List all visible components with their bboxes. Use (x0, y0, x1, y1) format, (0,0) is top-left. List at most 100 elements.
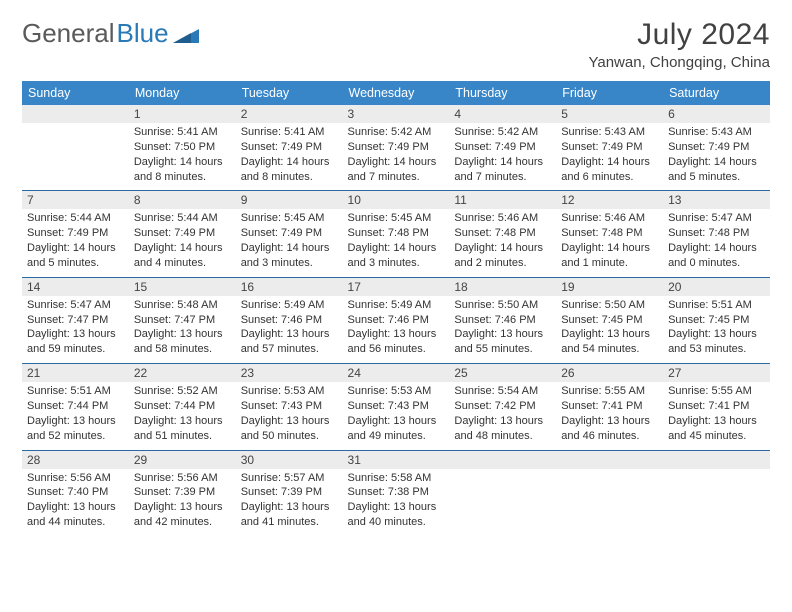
location-text: Yanwan, Chongqing, China (588, 54, 770, 71)
day-number (22, 105, 129, 123)
sunset-text: Sunset: 7:39 PM (241, 485, 338, 500)
day-info: Sunrise: 5:56 AMSunset: 7:40 PMDaylight:… (22, 469, 129, 536)
sunset-text: Sunset: 7:50 PM (134, 140, 231, 155)
day-info: Sunrise: 5:45 AMSunset: 7:48 PMDaylight:… (343, 209, 450, 276)
calendar-cell: 2Sunrise: 5:41 AMSunset: 7:49 PMDaylight… (236, 105, 343, 190)
sunrise-text: Sunrise: 5:47 AM (668, 211, 765, 226)
day-info: Sunrise: 5:50 AMSunset: 7:46 PMDaylight:… (449, 296, 556, 363)
weekday-header: Thursday (449, 81, 556, 105)
sunrise-text: Sunrise: 5:46 AM (454, 211, 551, 226)
sunrise-text: Sunrise: 5:41 AM (241, 125, 338, 140)
daylight-text: Daylight: 13 hours and 59 minutes. (27, 327, 124, 357)
daylight-text: Daylight: 13 hours and 42 minutes. (134, 500, 231, 530)
sunset-text: Sunset: 7:42 PM (454, 399, 551, 414)
day-info: Sunrise: 5:41 AMSunset: 7:49 PMDaylight:… (236, 123, 343, 190)
daylight-text: Daylight: 14 hours and 5 minutes. (27, 241, 124, 271)
sunrise-text: Sunrise: 5:55 AM (561, 384, 658, 399)
daylight-text: Daylight: 14 hours and 3 minutes. (348, 241, 445, 271)
daylight-text: Daylight: 13 hours and 40 minutes. (348, 500, 445, 530)
sunrise-text: Sunrise: 5:47 AM (27, 298, 124, 313)
day-number: 12 (556, 190, 663, 209)
sunset-text: Sunset: 7:49 PM (241, 140, 338, 155)
sunrise-text: Sunrise: 5:45 AM (348, 211, 445, 226)
weekday-header: Monday (129, 81, 236, 105)
sunrise-text: Sunrise: 5:54 AM (454, 384, 551, 399)
calendar-cell: 28Sunrise: 5:56 AMSunset: 7:40 PMDayligh… (22, 450, 129, 536)
calendar-week-row: 28Sunrise: 5:56 AMSunset: 7:40 PMDayligh… (22, 450, 770, 536)
empty-cell (663, 469, 770, 522)
calendar-week-row: 1Sunrise: 5:41 AMSunset: 7:50 PMDaylight… (22, 105, 770, 190)
sunset-text: Sunset: 7:49 PM (561, 140, 658, 155)
day-number: 21 (22, 363, 129, 382)
day-info: Sunrise: 5:53 AMSunset: 7:43 PMDaylight:… (236, 382, 343, 449)
sunrise-text: Sunrise: 5:51 AM (668, 298, 765, 313)
day-number: 1 (129, 105, 236, 123)
daylight-text: Daylight: 14 hours and 7 minutes. (348, 155, 445, 185)
calendar-cell: 9Sunrise: 5:45 AMSunset: 7:49 PMDaylight… (236, 190, 343, 276)
sunset-text: Sunset: 7:46 PM (241, 313, 338, 328)
sunset-text: Sunset: 7:47 PM (27, 313, 124, 328)
day-info: Sunrise: 5:57 AMSunset: 7:39 PMDaylight:… (236, 469, 343, 536)
sunrise-text: Sunrise: 5:45 AM (241, 211, 338, 226)
calendar-week-row: 21Sunrise: 5:51 AMSunset: 7:44 PMDayligh… (22, 363, 770, 449)
calendar-cell: 29Sunrise: 5:56 AMSunset: 7:39 PMDayligh… (129, 450, 236, 536)
day-info: Sunrise: 5:55 AMSunset: 7:41 PMDaylight:… (663, 382, 770, 449)
day-info: Sunrise: 5:42 AMSunset: 7:49 PMDaylight:… (449, 123, 556, 190)
day-number: 27 (663, 363, 770, 382)
day-info: Sunrise: 5:51 AMSunset: 7:44 PMDaylight:… (22, 382, 129, 449)
daylight-text: Daylight: 13 hours and 46 minutes. (561, 414, 658, 444)
sunset-text: Sunset: 7:48 PM (348, 226, 445, 241)
day-number: 17 (343, 277, 450, 296)
sunset-text: Sunset: 7:48 PM (561, 226, 658, 241)
sunrise-text: Sunrise: 5:55 AM (668, 384, 765, 399)
daylight-text: Daylight: 13 hours and 57 minutes. (241, 327, 338, 357)
daylight-text: Daylight: 13 hours and 51 minutes. (134, 414, 231, 444)
day-info: Sunrise: 5:47 AMSunset: 7:48 PMDaylight:… (663, 209, 770, 276)
daylight-text: Daylight: 13 hours and 53 minutes. (668, 327, 765, 357)
sunset-text: Sunset: 7:48 PM (454, 226, 551, 241)
day-number (663, 450, 770, 469)
weekday-header: Sunday (22, 81, 129, 105)
sunrise-text: Sunrise: 5:52 AM (134, 384, 231, 399)
sunset-text: Sunset: 7:40 PM (27, 485, 124, 500)
day-number: 14 (22, 277, 129, 296)
sunrise-text: Sunrise: 5:44 AM (134, 211, 231, 226)
day-info: Sunrise: 5:48 AMSunset: 7:47 PMDaylight:… (129, 296, 236, 363)
sunset-text: Sunset: 7:41 PM (561, 399, 658, 414)
day-number: 28 (22, 450, 129, 469)
daylight-text: Daylight: 13 hours and 56 minutes. (348, 327, 445, 357)
sunset-text: Sunset: 7:48 PM (668, 226, 765, 241)
day-number: 5 (556, 105, 663, 123)
day-number: 16 (236, 277, 343, 296)
calendar-cell: 14Sunrise: 5:47 AMSunset: 7:47 PMDayligh… (22, 277, 129, 363)
day-info: Sunrise: 5:47 AMSunset: 7:47 PMDaylight:… (22, 296, 129, 363)
calendar-cell: 6Sunrise: 5:43 AMSunset: 7:49 PMDaylight… (663, 105, 770, 190)
title-block: July 2024 Yanwan, Chongqing, China (588, 18, 770, 71)
calendar-cell (556, 450, 663, 536)
day-number: 7 (22, 190, 129, 209)
calendar-cell: 19Sunrise: 5:50 AMSunset: 7:45 PMDayligh… (556, 277, 663, 363)
day-number: 11 (449, 190, 556, 209)
day-info: Sunrise: 5:56 AMSunset: 7:39 PMDaylight:… (129, 469, 236, 536)
day-info: Sunrise: 5:45 AMSunset: 7:49 PMDaylight:… (236, 209, 343, 276)
sunrise-text: Sunrise: 5:44 AM (27, 211, 124, 226)
day-info: Sunrise: 5:50 AMSunset: 7:45 PMDaylight:… (556, 296, 663, 363)
sunrise-text: Sunrise: 5:57 AM (241, 471, 338, 486)
sunset-text: Sunset: 7:41 PM (668, 399, 765, 414)
daylight-text: Daylight: 13 hours and 50 minutes. (241, 414, 338, 444)
day-number: 19 (556, 277, 663, 296)
sunset-text: Sunset: 7:45 PM (561, 313, 658, 328)
brand-part2: Blue (117, 18, 169, 49)
calendar-header-row: Sunday Monday Tuesday Wednesday Thursday… (22, 81, 770, 105)
sunset-text: Sunset: 7:49 PM (134, 226, 231, 241)
calendar-cell: 12Sunrise: 5:46 AMSunset: 7:48 PMDayligh… (556, 190, 663, 276)
sunset-text: Sunset: 7:49 PM (348, 140, 445, 155)
calendar-cell: 25Sunrise: 5:54 AMSunset: 7:42 PMDayligh… (449, 363, 556, 449)
sunset-text: Sunset: 7:38 PM (348, 485, 445, 500)
daylight-text: Daylight: 13 hours and 41 minutes. (241, 500, 338, 530)
sunset-text: Sunset: 7:45 PM (668, 313, 765, 328)
sunrise-text: Sunrise: 5:41 AM (134, 125, 231, 140)
day-info: Sunrise: 5:46 AMSunset: 7:48 PMDaylight:… (449, 209, 556, 276)
calendar-cell: 21Sunrise: 5:51 AMSunset: 7:44 PMDayligh… (22, 363, 129, 449)
month-title: July 2024 (588, 18, 770, 52)
